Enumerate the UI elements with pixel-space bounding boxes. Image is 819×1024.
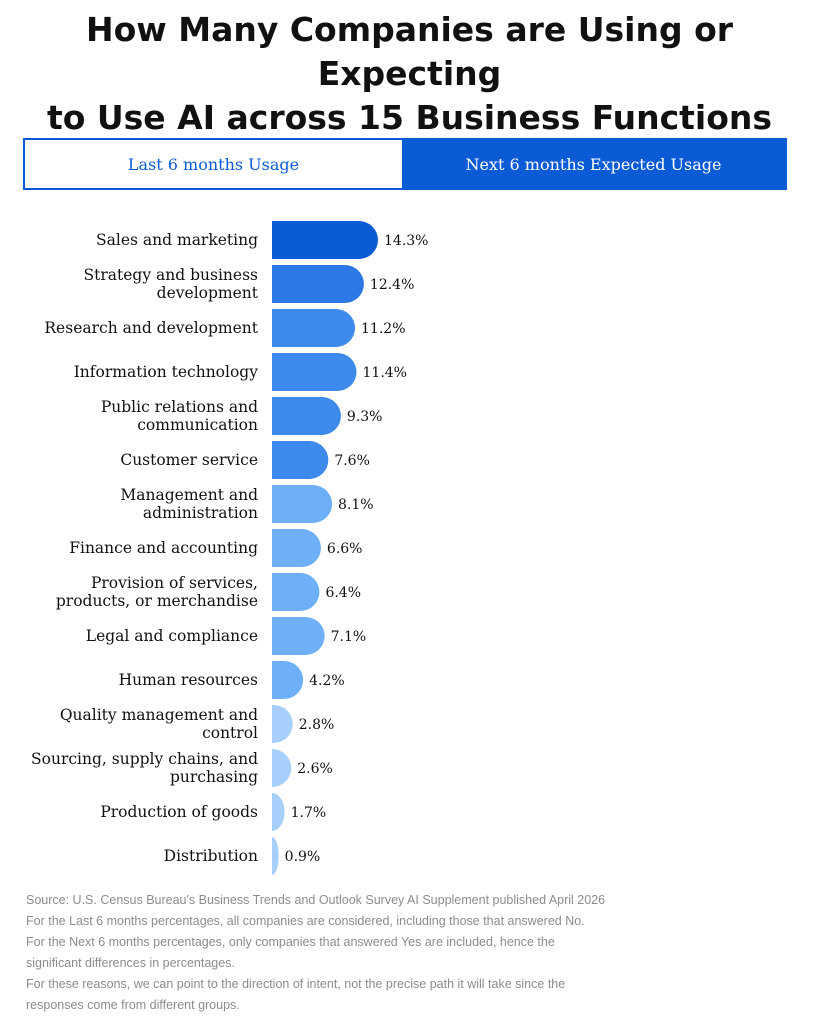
source-line-3: For the Next 6 months percentages, only … — [26, 935, 555, 949]
value-label-5: 7.6% — [334, 453, 370, 469]
chart-title-line-1: How Many Companies are Using or Expectin… — [85, 10, 734, 93]
value-label-1: 12.4% — [370, 277, 414, 293]
bar-2 — [272, 309, 356, 347]
source-line-1: Source: U.S. Census Bureau's Business Tr… — [26, 893, 606, 907]
category-label-14-0: Distribution — [164, 847, 258, 865]
category-label-12-1: purchasing — [170, 768, 258, 786]
value-label-6: 8.1% — [338, 497, 374, 513]
value-label-11: 2.8% — [299, 717, 335, 733]
tab-next-6-months[interactable]: Next 6 months Expected Usage — [402, 140, 785, 188]
value-label-10: 4.2% — [309, 673, 345, 689]
bar-3 — [272, 353, 357, 391]
bar-4 — [272, 397, 341, 435]
source-notes: Source: U.S. Census Bureau's Business Tr… — [26, 890, 796, 1016]
category-label-10-0: Human resources — [119, 671, 258, 689]
category-label-2-0: Research and development — [44, 319, 258, 337]
category-label-5-0: Customer service — [120, 451, 258, 469]
value-label-0: 14.3% — [384, 233, 428, 249]
chart-title-line-2: to Use AI across 15 Business Functions — [46, 98, 773, 137]
tab-last-6-months[interactable]: Last 6 months Usage — [25, 140, 402, 188]
category-label-0-0: Sales and marketing — [96, 231, 258, 249]
bar-13 — [272, 793, 285, 831]
category-label-13-0: Production of goods — [100, 803, 258, 821]
category-label-8-1: products, or merchandise — [56, 592, 258, 610]
bar-12 — [272, 749, 292, 787]
category-label-6-1: administration — [143, 504, 258, 522]
bar-7 — [272, 529, 321, 567]
value-label-13: 1.7% — [291, 805, 327, 821]
category-label-8-0: Provision of services, — [91, 574, 258, 592]
bar-10 — [272, 661, 304, 699]
source-line-4: significant differences in percentages. — [26, 956, 235, 970]
category-label-3-0: Information technology — [74, 363, 259, 381]
value-label-12: 2.6% — [297, 761, 333, 777]
value-label-8: 6.4% — [325, 585, 361, 601]
bar-8 — [272, 573, 320, 611]
bar-0 — [272, 221, 378, 259]
value-label-7: 6.6% — [327, 541, 363, 557]
category-label-7-0: Finance and accounting — [69, 539, 258, 557]
category-label-4-0: Public relations and — [101, 398, 258, 416]
bar-chart: 14.3% Sales and marketing 12.4% Strategy an… — [31, 221, 428, 875]
source-line-6: responses come from different groups. — [26, 998, 240, 1012]
category-label-11-0: Quality management and — [60, 706, 258, 724]
source-line-5: For these reasons, we can point to the d… — [26, 977, 566, 991]
category-label-11-1: control — [202, 724, 258, 742]
bar-14 — [272, 837, 279, 875]
category-label-12-0: Sourcing, supply chains, and — [31, 750, 258, 768]
category-label-4-1: communication — [137, 416, 258, 434]
bar-5 — [272, 441, 329, 479]
bar-1 — [272, 265, 364, 303]
source-line-2: For the Last 6 months percentages, all c… — [26, 914, 585, 928]
category-label-9-0: Legal and compliance — [86, 627, 258, 645]
value-label-2: 11.2% — [361, 321, 405, 337]
usage-tabs: Last 6 months Usage Next 6 months Expect… — [23, 138, 787, 190]
bar-11 — [272, 705, 293, 743]
chart-title: How Many Companies are Using or Expectin… — [0, 8, 819, 140]
value-label-9: 7.1% — [331, 629, 367, 645]
value-label-3: 11.4% — [363, 365, 407, 381]
bar-9 — [272, 617, 325, 655]
category-label-1-1: development — [157, 284, 259, 302]
category-label-6-0: Management and — [120, 486, 258, 504]
value-label-4: 9.3% — [347, 409, 383, 425]
value-label-14: 0.9% — [285, 849, 321, 865]
category-label-1-0: Strategy and business — [84, 266, 259, 284]
bar-6 — [272, 485, 333, 523]
